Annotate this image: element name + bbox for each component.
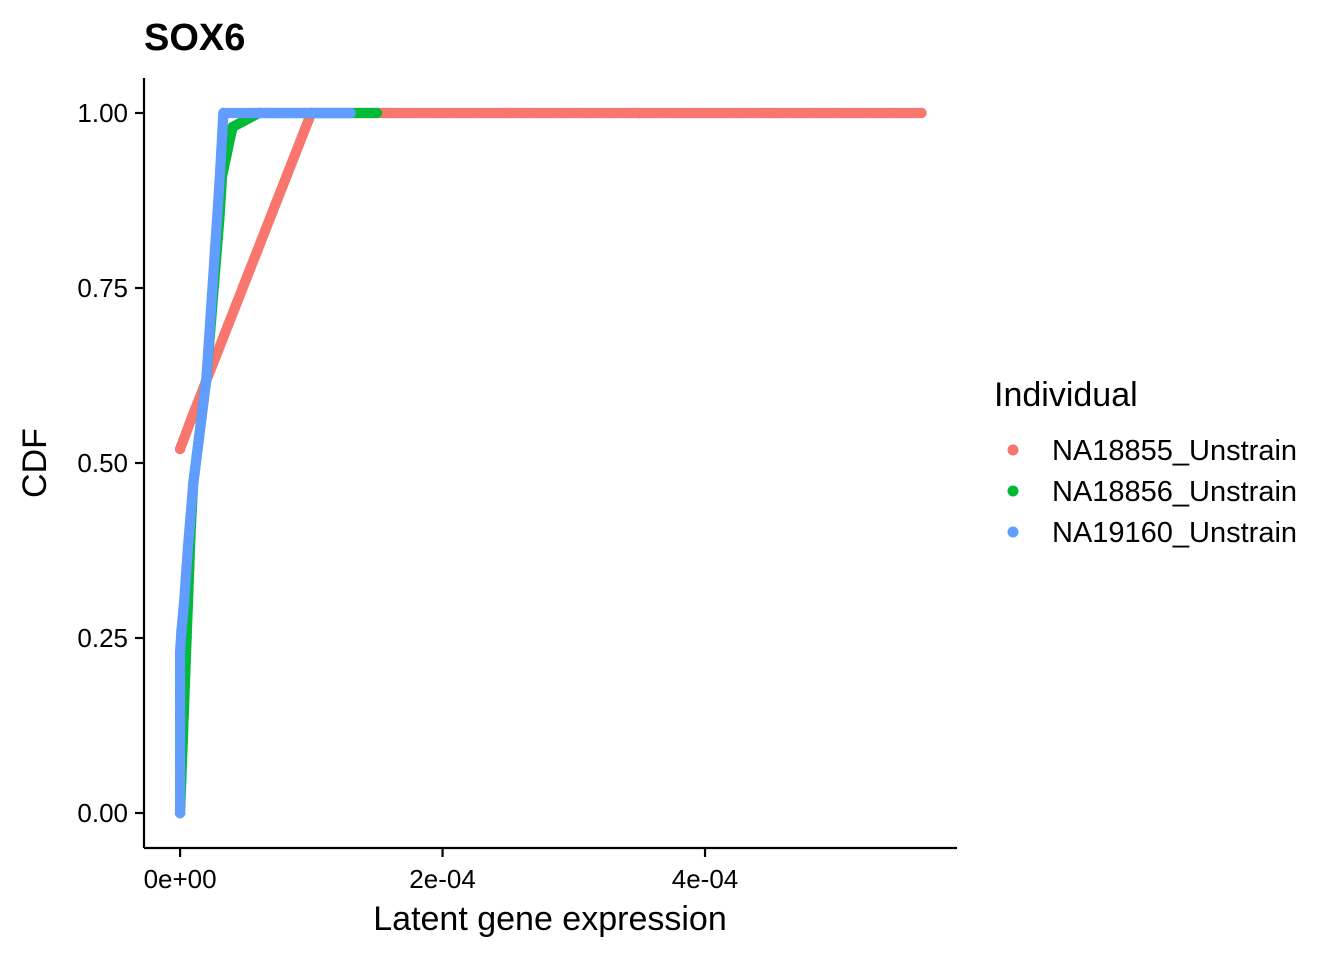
y-axis-title: CDF	[16, 428, 54, 498]
legend-label: NA18855_Unstrain	[1052, 435, 1297, 467]
data-point	[182, 541, 194, 553]
x-tick-label: 4e-04	[672, 864, 739, 894]
data-point	[266, 107, 278, 119]
data-point	[214, 177, 225, 189]
data-point	[227, 121, 238, 133]
series-NA18855_Unstrain	[174, 107, 927, 455]
data-point	[188, 478, 199, 490]
x-axis-ticks: 0e+00 2e-04 4e-04	[144, 848, 739, 894]
data-point	[916, 107, 927, 119]
legend-label: NA19160_Unstrain	[1052, 517, 1297, 549]
legend-key	[1007, 485, 1019, 497]
legend-title: Individual	[994, 376, 1138, 414]
data-point	[174, 667, 186, 679]
y-tick-label: 0.50	[77, 448, 128, 478]
series-NA18856_Unstrain	[174, 107, 383, 819]
data-point	[371, 107, 383, 119]
data-point	[174, 646, 186, 658]
series-NA19160_Unstrain	[174, 107, 356, 819]
data-point	[174, 807, 186, 819]
y-tick-label: 0.75	[77, 273, 128, 303]
series-layer	[174, 107, 927, 819]
data-point	[201, 373, 212, 385]
legend-key	[1007, 526, 1019, 538]
data-point	[502, 107, 514, 119]
y-tick-label: 0.25	[77, 623, 128, 653]
legend-key	[1007, 444, 1019, 456]
chart-title: SOX6	[144, 17, 245, 59]
data-point	[188, 408, 199, 420]
x-axis-title: Latent gene expression	[373, 900, 726, 938]
data-point	[174, 762, 186, 773]
data-point	[218, 107, 229, 119]
data-point	[174, 443, 186, 455]
legend: Individual NA18855_Unstrain NA18856_Unstr…	[994, 376, 1297, 549]
y-tick-label: 1.00	[77, 98, 128, 128]
y-tick-label: 0.00	[77, 798, 128, 828]
data-point	[384, 107, 396, 119]
legend-label: NA18856_Unstrain	[1052, 476, 1297, 508]
data-point	[174, 737, 186, 749]
data-point	[176, 625, 187, 637]
data-point	[345, 107, 356, 119]
data-point	[174, 716, 186, 728]
y-axis-ticks: 0.00 0.25 0.50 0.75 1.00	[77, 98, 144, 828]
data-point	[178, 597, 190, 609]
data-point	[765, 107, 776, 119]
data-point	[174, 692, 186, 703]
data-point	[174, 786, 186, 798]
data-point	[634, 107, 645, 119]
x-tick-label: 0e+00	[144, 864, 217, 894]
x-tick-label: 2e-04	[409, 864, 476, 894]
